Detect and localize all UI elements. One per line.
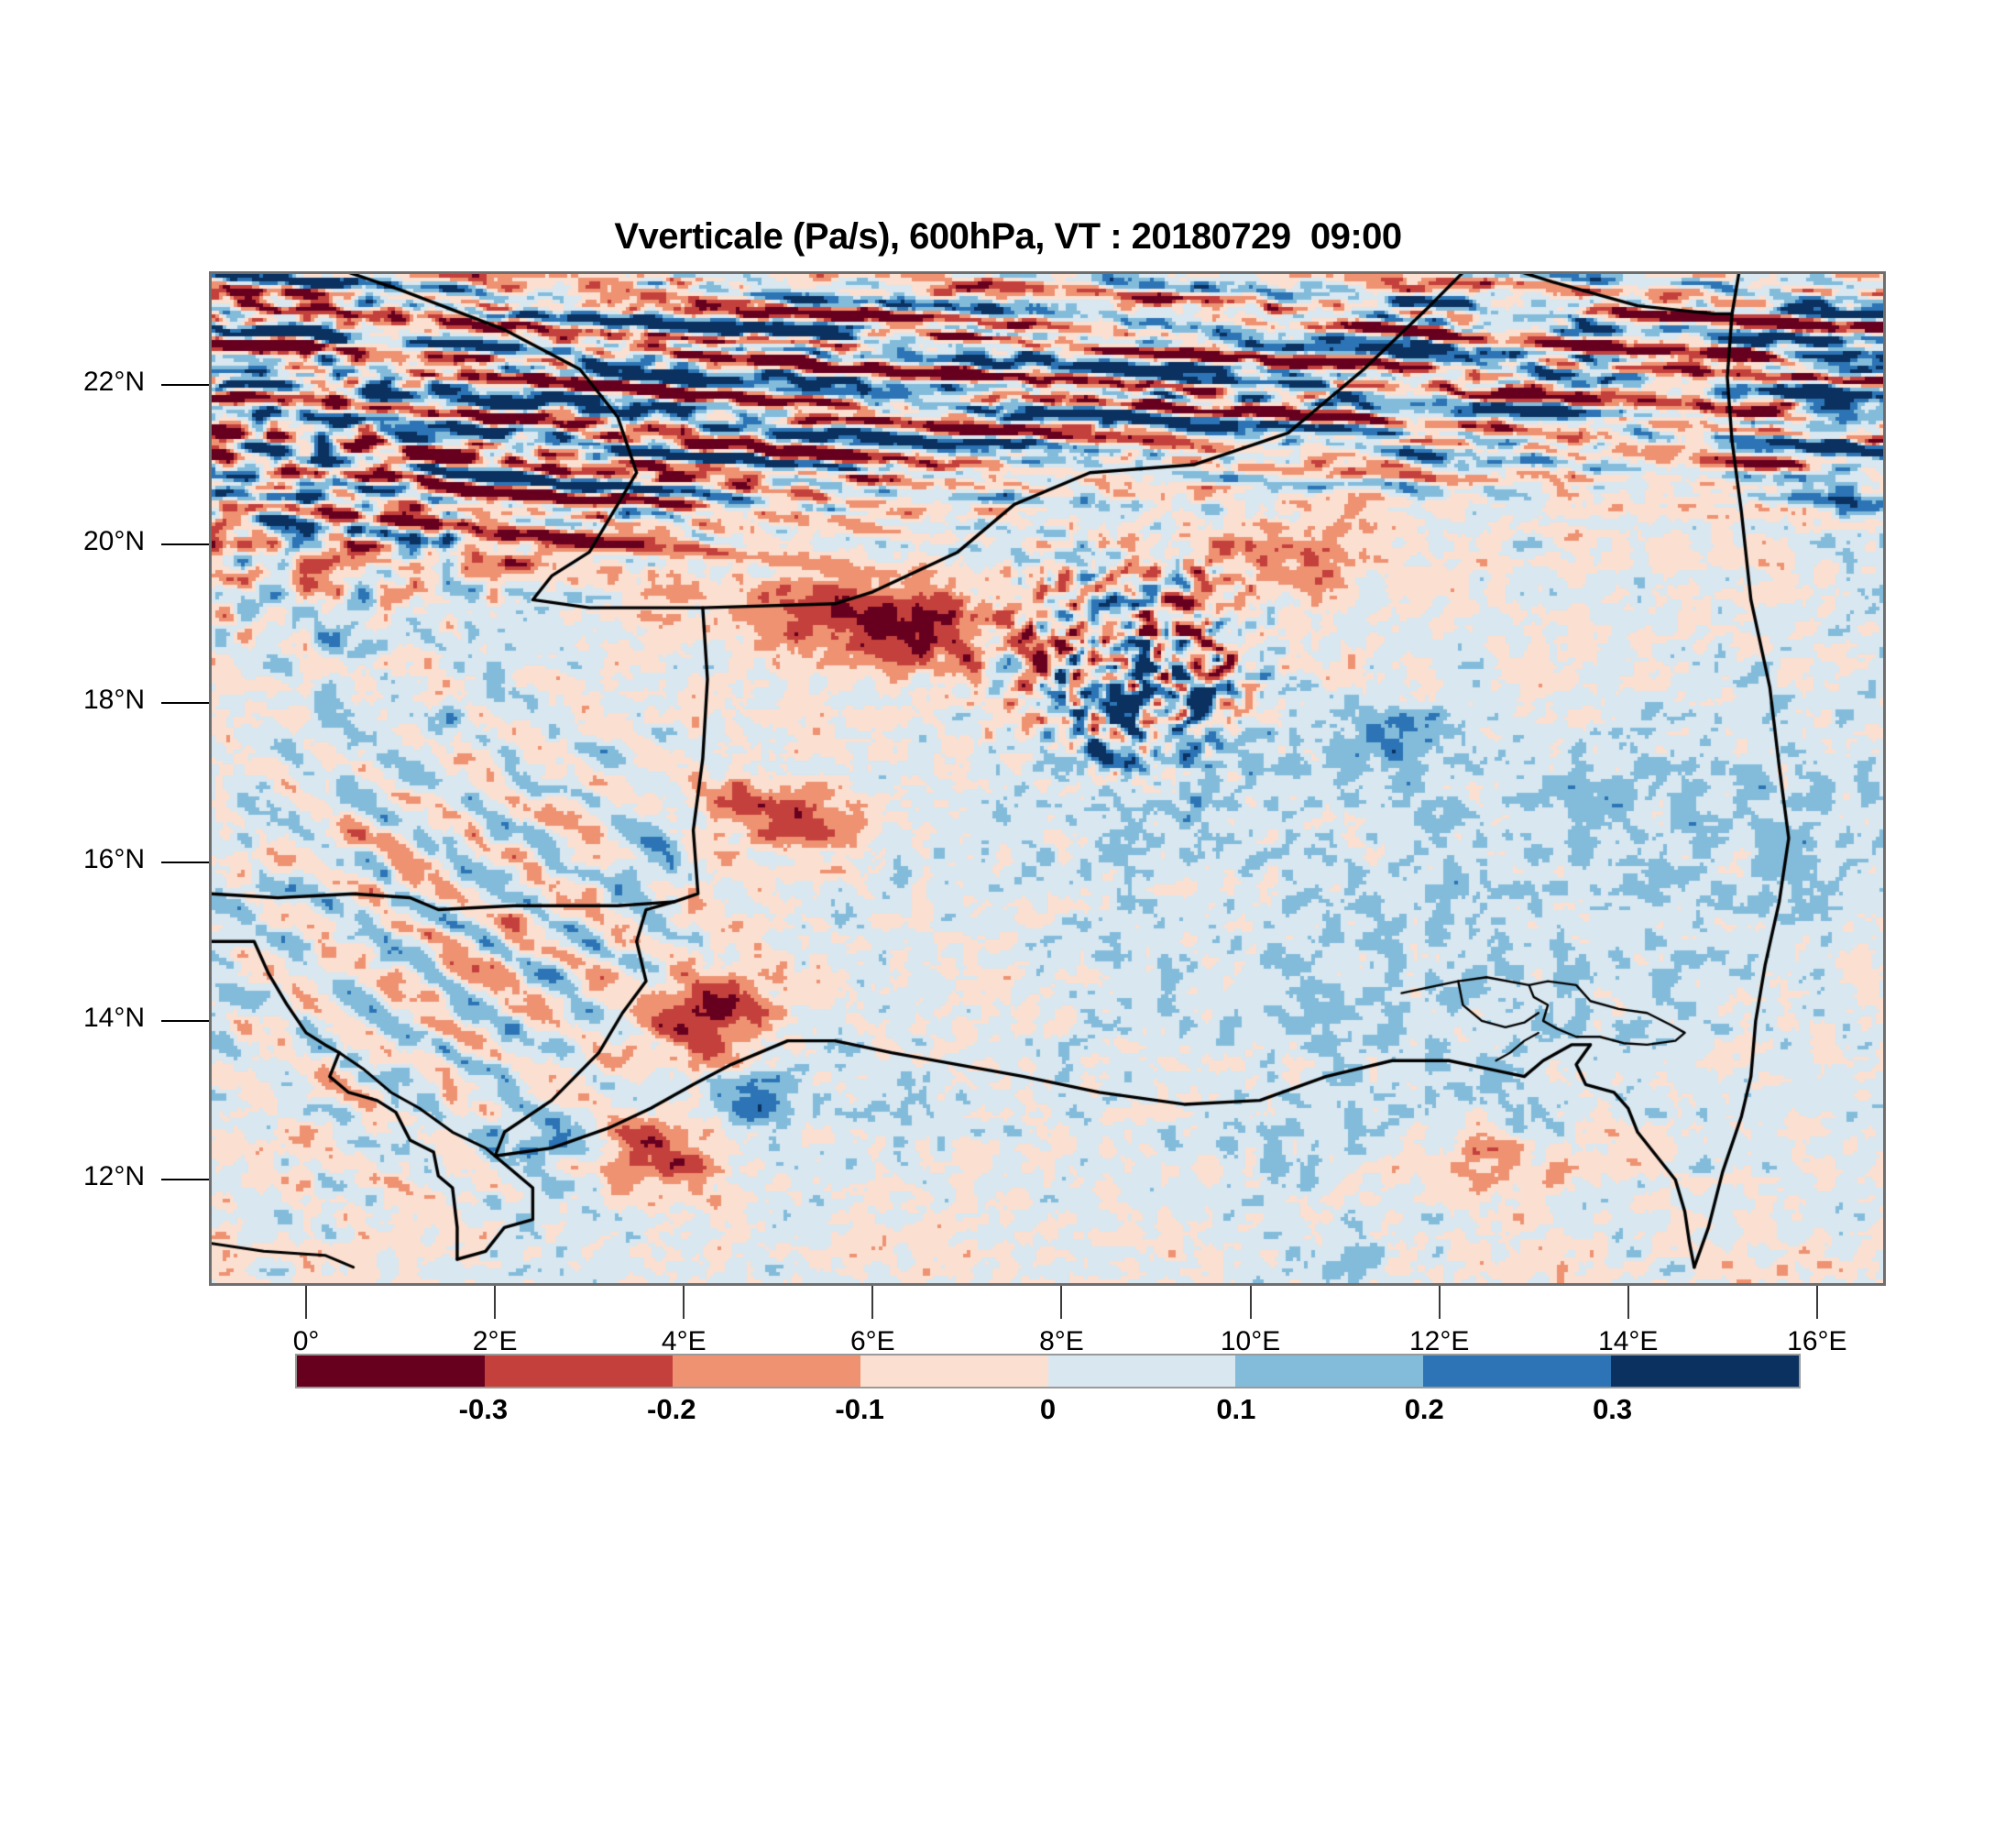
y-tick-mark — [161, 1019, 209, 1022]
x-tick-label-5: 10°E — [1220, 1326, 1281, 1356]
colorbar-tick-label-5: 0.2 — [1404, 1393, 1444, 1425]
x-tick-mark — [1815, 1286, 1818, 1319]
x-tick-label-8: 16°E — [1787, 1326, 1847, 1356]
x-tick-mark — [683, 1286, 685, 1319]
y-tick-mark — [161, 1179, 209, 1181]
map-plot-area[interactable] — [209, 271, 1886, 1286]
x-tick-label-4: 8°E — [1039, 1326, 1084, 1356]
y-tick-mark — [161, 702, 209, 705]
y-tick-label-4: 14°N — [82, 1002, 145, 1033]
x-tick-label-3: 6°E — [849, 1326, 895, 1356]
y-tick-mark — [161, 861, 209, 863]
country-borders-overlay — [212, 274, 1883, 1283]
y-tick-mark — [161, 384, 209, 387]
x-tick-mark — [305, 1286, 308, 1319]
colorbar-band-2 — [672, 1356, 860, 1387]
x-tick-mark — [1249, 1286, 1252, 1319]
x-tick-mark — [1627, 1286, 1629, 1319]
colorbar-tick-label-0: -0.3 — [458, 1393, 509, 1425]
y-tick-label-0: 22°N — [82, 367, 145, 398]
y-tick-label-1: 20°N — [82, 525, 145, 556]
y-tick-label-3: 16°N — [82, 843, 145, 874]
colorbar-band-7 — [1611, 1356, 1799, 1387]
y-tick-label-2: 18°N — [82, 685, 145, 716]
colorbar-band-0 — [297, 1356, 485, 1387]
colorbar-tick-label-2: -0.1 — [835, 1393, 884, 1425]
x-tick-label-2: 4°E — [661, 1326, 707, 1356]
x-tick-label-0: 0° — [292, 1326, 320, 1356]
colorbar-band-5 — [1235, 1356, 1424, 1387]
x-tick-mark — [494, 1286, 497, 1319]
colorbar-tick-label-6: 0.3 — [1593, 1393, 1633, 1425]
colorbar[interactable] — [295, 1354, 1801, 1388]
y-tick-label-5: 12°N — [82, 1161, 145, 1192]
colorbar-band-1 — [484, 1356, 673, 1387]
colorbar-tick-label-1: -0.2 — [647, 1393, 696, 1425]
colorbar-band-3 — [860, 1356, 1048, 1387]
x-tick-mark — [871, 1286, 874, 1319]
x-tick-label-7: 14°E — [1598, 1326, 1659, 1356]
x-tick-mark — [1438, 1286, 1441, 1319]
x-tick-mark — [1060, 1286, 1063, 1319]
colorbar-band-4 — [1047, 1356, 1236, 1387]
colorbar-tick-label-4: 0.1 — [1216, 1393, 1256, 1425]
colorbar-tick-label-3: 0 — [1039, 1393, 1057, 1425]
page-title: Vverticale (Pa/s), 600hPa, VT : 20180729… — [614, 216, 1402, 257]
x-tick-label-1: 2°E — [472, 1326, 518, 1356]
x-tick-label-6: 12°E — [1408, 1326, 1470, 1356]
colorbar-band-6 — [1423, 1356, 1612, 1387]
y-tick-mark — [161, 543, 209, 545]
